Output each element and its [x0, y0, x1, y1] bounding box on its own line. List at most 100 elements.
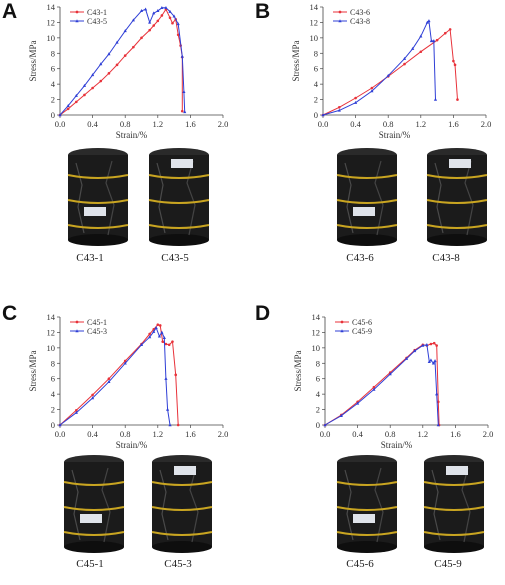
- fracture: [156, 162, 166, 234]
- sample-label: C45-6: [346, 558, 374, 570]
- data-point: [372, 387, 376, 391]
- y-tick-label: 4: [316, 389, 321, 399]
- rock-photo-right: [146, 452, 218, 562]
- y-tick-label: 0: [314, 110, 318, 120]
- legend-label: C45-9: [352, 327, 372, 336]
- sample-label: C45-3: [164, 558, 192, 570]
- data-point: [174, 373, 178, 377]
- sample-bottom: [68, 234, 128, 246]
- rock-sample-image: [151, 455, 213, 553]
- y-tick-label: 6: [314, 64, 318, 74]
- data-point: [168, 423, 172, 427]
- tape-band: [336, 481, 398, 486]
- tape-band: [151, 531, 213, 536]
- data-point: [386, 73, 390, 77]
- data-point: [165, 407, 170, 411]
- y-tick-label: 6: [51, 64, 55, 74]
- data-point: [436, 423, 440, 427]
- fracture: [105, 160, 115, 236]
- y-tick-label: 4: [51, 79, 56, 89]
- data-point: [427, 359, 431, 363]
- panel-b: B 0.0 0.4 0.8 1.2 1.6 2.0 0 2 4 6 8 10 12 14 Strain/% S…: [253, 0, 503, 285]
- stress-strain-chart: 0.0 0.4 0.8 1.2 1.6 2.0 0 2 4 6 8 10 12 14 Strain/% Str…: [291, 2, 491, 140]
- data-point: [167, 343, 171, 347]
- data-point: [82, 83, 87, 87]
- data-point: [99, 62, 103, 66]
- sample-bottom: [152, 541, 212, 553]
- legend-marker: [75, 320, 79, 324]
- data-point: [182, 90, 186, 94]
- x-tick-label: 0.8: [120, 429, 131, 439]
- tape-band: [63, 506, 125, 511]
- fracture: [431, 469, 441, 541]
- sample-sticker: [353, 207, 375, 216]
- data-point: [107, 380, 111, 383]
- legend-marker: [75, 19, 79, 23]
- legend-label: C45-1: [87, 318, 107, 327]
- stress-strain-chart: 0.0 0.4 0.8 1.2 1.6 2.0 0 2 4 6 8 10 12 14 Strain/% Str…: [293, 312, 493, 450]
- data-point: [456, 98, 459, 101]
- fracture: [75, 162, 85, 234]
- legend-label: C43-1: [87, 8, 107, 17]
- data-point: [75, 100, 78, 104]
- sample-sticker: [446, 466, 468, 475]
- rock-photo-left: [331, 452, 403, 562]
- data-point: [164, 5, 168, 9]
- data-point: [152, 329, 156, 333]
- data-point: [435, 392, 439, 396]
- data-point: [370, 86, 374, 90]
- data-point: [66, 107, 70, 111]
- x-tick-label: 0.4: [350, 119, 361, 129]
- data-point: [356, 401, 360, 405]
- x-tick-label: 0.4: [352, 429, 363, 439]
- sample-sticker: [80, 514, 102, 523]
- stress-strain-chart: 0.0 0.4 0.8 1.2 1.6 2.0 0 2 4 6 8 10 12 14 Strain/% Str…: [28, 2, 229, 140]
- rock-sample-image: [63, 455, 125, 553]
- x-tick-label: 1.6: [185, 119, 196, 129]
- tape-band: [336, 506, 398, 511]
- x-tick-label: 2.0: [218, 429, 229, 439]
- tape-band: [63, 531, 125, 536]
- legend-label: C43-6: [350, 8, 370, 17]
- x-axis-label: Strain/%: [116, 130, 148, 140]
- x-tick-label: 2.0: [218, 119, 229, 129]
- sample-label: C43-5: [161, 252, 189, 264]
- x-tick-label: 1.6: [450, 429, 461, 439]
- y-tick-label: 0: [51, 110, 55, 120]
- tape-band: [426, 199, 488, 204]
- data-point: [448, 28, 452, 31]
- data-point: [156, 9, 160, 13]
- x-axis-label: Strain/%: [381, 440, 413, 450]
- data-point: [435, 38, 439, 42]
- data-point: [402, 56, 407, 60]
- data-point: [131, 18, 135, 22]
- data-point: [429, 39, 433, 43]
- data-point: [107, 52, 111, 56]
- data-point: [140, 36, 143, 40]
- x-tick-label: 0.0: [55, 119, 66, 129]
- data-point: [404, 356, 409, 360]
- data-point: [176, 423, 180, 427]
- panel-c: C 0.0 0.4 0.8 1.2 1.6 2.0 0 2 4 6 8 10 12 14 Strain/% S…: [0, 300, 250, 585]
- data-point: [164, 376, 168, 380]
- data-point: [75, 409, 78, 412]
- tape-band: [423, 531, 485, 536]
- fracture: [186, 160, 196, 236]
- data-point: [148, 20, 152, 24]
- data-point: [432, 39, 436, 43]
- data-point: [107, 377, 111, 381]
- data-point: [99, 79, 103, 83]
- data-point: [148, 335, 152, 339]
- x-tick-label: 0.0: [320, 429, 331, 439]
- sample-label: C45-9: [434, 558, 462, 570]
- data-point: [183, 110, 187, 114]
- fracture: [461, 467, 471, 543]
- data-point: [323, 423, 327, 427]
- fracture: [71, 469, 81, 541]
- data-point: [435, 344, 438, 347]
- data-point: [453, 63, 457, 67]
- legend-marker: [75, 329, 79, 333]
- legend-marker: [338, 10, 342, 14]
- rock-photo-right: [418, 452, 490, 562]
- y-tick-label: 2: [316, 405, 320, 415]
